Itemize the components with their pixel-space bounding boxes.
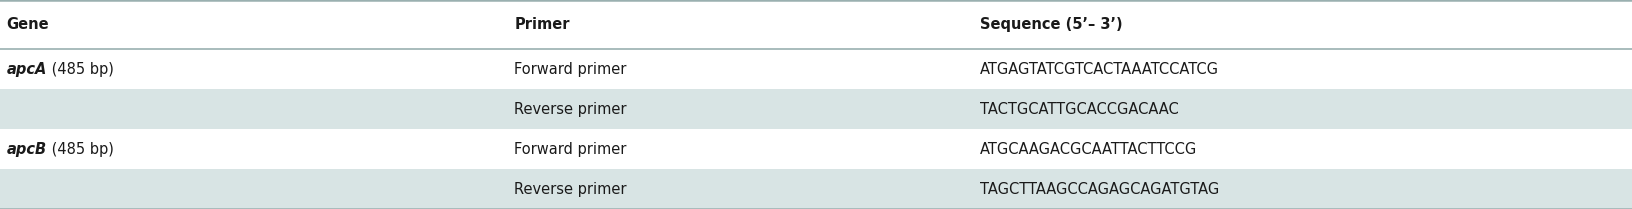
Text: TAGCTTAAGCCAGAGCAGATGTAG: TAGCTTAAGCCAGAGCAGATGTAG	[979, 181, 1219, 196]
Text: (485 bp): (485 bp)	[47, 62, 114, 77]
Text: apcA: apcA	[7, 62, 47, 77]
Text: Reverse primer: Reverse primer	[514, 181, 627, 196]
Text: Primer: Primer	[514, 17, 570, 32]
Bar	[0, 169, 1632, 209]
Text: ATGCAAGACGCAATTACTTCCG: ATGCAAGACGCAATTACTTCCG	[979, 141, 1196, 157]
Text: apcB: apcB	[7, 141, 47, 157]
Text: Gene: Gene	[7, 17, 49, 32]
Text: Sequence (5’– 3’): Sequence (5’– 3’)	[979, 17, 1121, 32]
Text: (485 bp): (485 bp)	[47, 141, 114, 157]
Bar	[0, 89, 1632, 129]
Text: Reverse primer: Reverse primer	[514, 102, 627, 117]
Bar	[0, 49, 1632, 89]
Bar	[0, 129, 1632, 169]
Text: Forward primer: Forward primer	[514, 62, 627, 77]
Text: ATGAGTATCGTCACTAAATCCATCG: ATGAGTATCGTCACTAAATCCATCG	[979, 62, 1217, 77]
Text: TACTGCATTGCACCGACAAC: TACTGCATTGCACCGACAAC	[979, 102, 1178, 117]
Text: Forward primer: Forward primer	[514, 141, 627, 157]
